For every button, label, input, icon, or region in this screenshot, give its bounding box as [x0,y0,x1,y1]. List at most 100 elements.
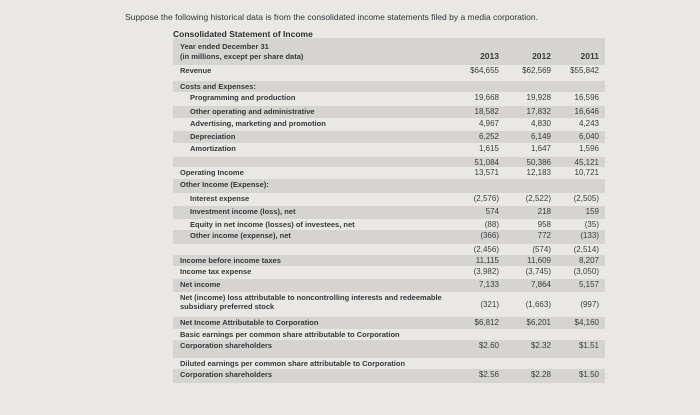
value-2012: 19,928 [526,93,551,102]
row-label: Net (income) loss attributable to noncon… [180,293,442,311]
row-label: Amortization [190,144,236,153]
row-label: Depreciation [190,132,236,141]
row-diluted-earnings-per-common-share-attributable-to-corporation: Diluted earnings per common share attrib… [173,358,605,369]
row-label: Other income (expense), net [190,231,291,240]
value-2012: 772 [537,231,551,240]
value-2013: (3,982) [473,267,499,276]
row-interest-expense: Interest expense (2,576) (2,522) (2,505) [173,193,605,206]
row-label: Basic earnings per common share attribut… [180,330,400,339]
value-2013: 4,967 [478,119,499,128]
income-statement-table: Year ended December 31 (in millions, exc… [173,38,605,383]
row-other-income-expense-net: Other income (expense), net (366) 772 (133) [173,230,605,244]
value-2013: 19,668 [474,93,499,102]
row-net-income-attributable-to-corporation: Net Income Attributable to Corporation $6… [173,317,605,329]
row-label: Diluted earnings per common share attrib… [180,359,406,368]
row-label: Revenue [180,66,212,75]
value-2013: (366) [480,231,499,240]
row-label: Equity in net income (losses) of investe… [190,220,355,229]
value-2011: 1,596 [578,144,599,153]
row-corporation-shareholders: Corporation shareholders $2.60 $2.32 $1.51 [173,340,605,358]
value-2012: 50,386 [526,158,551,167]
row-label: Programming and production [190,93,296,102]
row-amortization: Amortization 1,615 1,647 1,596 [173,143,605,157]
value-2013: (88) [484,220,499,229]
value-2012: $2.32 [530,341,551,350]
value-2012: (2,522) [525,194,551,203]
row-investment-income-loss-net: Investment income (loss), net 574 218 159 [173,206,605,219]
value-2012: 17,832 [526,107,551,116]
year-2013: 2013 [480,51,499,61]
value-2012: (3,745) [525,267,551,276]
table-header: Year ended December 31 (in millions, exc… [173,38,605,65]
intro-text: Suppose the following historical data is… [125,12,538,22]
row-income-before-income-taxes: Income before income taxes 11,115 11,609 8,… [173,255,605,266]
row-label: Interest expense [190,194,250,203]
year-2012: 2012 [532,51,551,61]
value-2011: $1.50 [578,370,599,379]
value-2011: (3,050) [573,267,599,276]
year-2011: 2011 [580,51,599,61]
row-label: Other operating and administrative [190,107,315,116]
value-2012: 958 [537,220,551,229]
row-subtotal: 51,084 50,386 45,121 [173,157,605,167]
value-2012: 6,149 [530,132,551,141]
row-label: Other Income (Expense): [180,180,269,189]
row-equity-in-net-income-losses-of-investees-net: Equity in net income (losses) of investe… [173,219,605,230]
value-2012: $2.28 [530,370,551,379]
value-2013: $6,812 [474,318,499,327]
value-2013: 13,571 [474,168,499,177]
value-2012: (1,663) [525,300,551,309]
value-2011: $1.51 [578,341,599,350]
row-net-income: Net income 7,133 7,864 5,157 [173,279,605,292]
header-line1: Year ended December 31 [180,42,269,51]
row-other-income-expense: Other Income (Expense): [173,179,605,193]
row-label: Income tax expense [180,267,252,276]
value-2012: 12,183 [526,168,551,177]
row-subtotal: (2,456) (574) (2,514) [173,244,605,255]
value-2011: $4,160 [574,318,599,327]
value-2013: 11,115 [475,256,499,265]
value-2011: 4,243 [578,119,599,128]
value-2011: (35) [584,220,599,229]
value-2012: (574) [532,245,551,254]
value-2012: $6,201 [526,318,551,327]
value-2013: $2.60 [478,341,499,350]
value-2011: 16,646 [574,107,599,116]
value-2013: 18,582 [474,107,499,116]
value-2013: 1,615 [478,144,499,153]
value-2013: 7,133 [478,280,499,289]
value-2011: 8,207 [578,256,599,265]
row-revenue: Revenue $64,655 $62,569 $55,842 [173,65,605,81]
value-2011: 10,721 [574,168,599,177]
row-label: Net Income Attributable to Corporation [180,318,319,327]
row-operating-income: Operating Income 13,571 12,183 10,721 [173,167,605,179]
row-label: Corporation shareholders [180,341,273,350]
row-label: Costs and Expenses: [180,82,256,91]
value-2011: $55,842 [570,66,599,75]
row-programming-and-production: Programming and production 19,668 19,928 16… [173,92,605,106]
value-2013: (2,576) [473,194,499,203]
value-2013: 574 [485,207,499,216]
value-2011: (2,505) [573,194,599,203]
value-2013: (321) [480,300,499,309]
statement-title: Consolidated Statement of Income [173,29,313,39]
row-label: Operating Income [180,168,244,177]
value-2012: 11,609 [527,256,551,265]
row-depreciation: Depreciation 6,252 6,149 6,040 [173,131,605,143]
row-basic-earnings-per-common-share-attributable-to-corporation: Basic earnings per common share attribut… [173,329,605,340]
value-2012: 4,830 [530,119,551,128]
value-2012: 7,864 [530,280,551,289]
row-advertising-marketing-and-promotion: Advertising, marketing and promotion 4,96… [173,118,605,131]
row-other-operating-and-administrative: Other operating and administrative 18,582… [173,106,605,118]
value-2011: 6,040 [578,132,599,141]
row-net-income-loss-attributable-to-noncontrolling-interests-and-redeemable-subsidiary-preferred-stock: Net (income) loss attributable to noncon… [173,292,605,317]
row-label: Income before income taxes [180,256,281,265]
value-2012: $62,569 [522,66,551,75]
row-corporation-shareholders: Corporation shareholders $2.56 $2.28 $1.50 [173,369,605,383]
header-line2: (in millions, except per share data) [180,52,304,61]
value-2013: $64,655 [470,66,499,75]
row-costs-and-expenses: Costs and Expenses: [173,81,605,92]
value-2011: 16,596 [574,93,599,102]
value-2012: 1,647 [530,144,551,153]
value-2011: 45,121 [574,158,599,167]
